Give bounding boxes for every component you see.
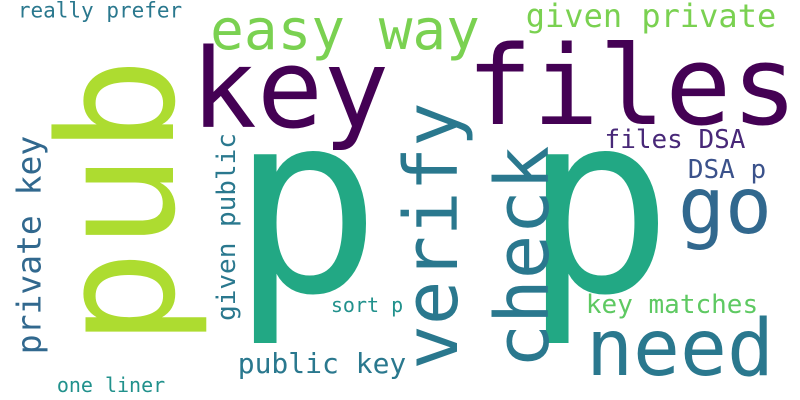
- word-dsa-p: DSA p: [687, 155, 767, 185]
- word-key: key: [190, 25, 390, 153]
- word-public-key: public key: [237, 347, 407, 380]
- word-easy-way: easy way: [210, 0, 480, 63]
- word-p-large-right: p: [522, 59, 674, 350]
- word-really-prefer: really prefer: [17, 0, 183, 23]
- word-check: check: [480, 145, 566, 369]
- word-key-matches: key matches: [585, 290, 759, 320]
- word-given-public: given public: [212, 133, 242, 321]
- word-files-dsa: files DSA: [604, 125, 746, 155]
- word-p-large-left: p: [230, 59, 382, 350]
- word-go: go: [678, 162, 772, 252]
- word-need: need: [586, 304, 774, 394]
- word-given-private: given private: [525, 0, 777, 35]
- word-verify: verify: [389, 102, 475, 370]
- word-pub: pub: [24, 57, 211, 347]
- word-files: files: [466, 22, 798, 150]
- word-private-key: private key: [9, 135, 49, 355]
- word-one-liner: one liner: [56, 373, 166, 397]
- word-sort-p: sort p: [330, 293, 404, 317]
